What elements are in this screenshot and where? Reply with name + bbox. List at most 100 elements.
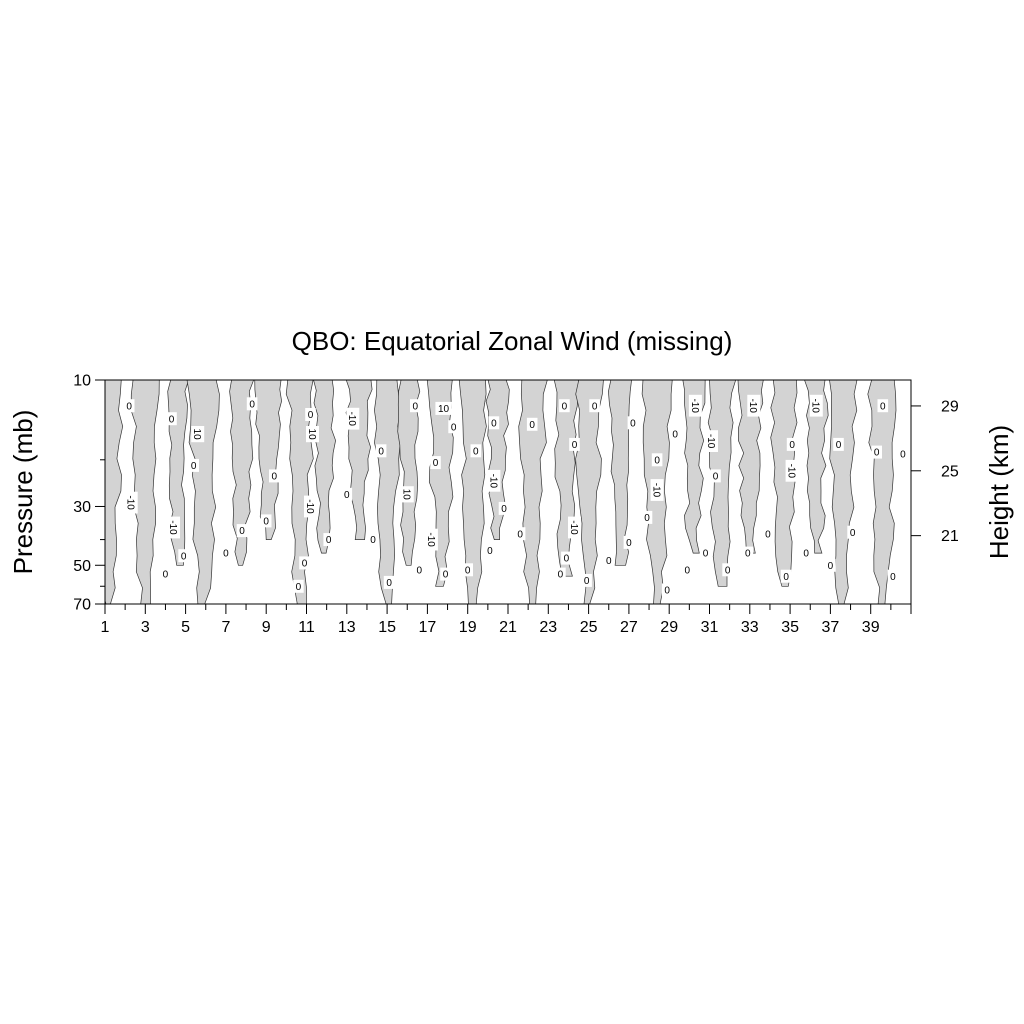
svg-text:-10: -10 <box>786 464 797 479</box>
svg-text:0: 0 <box>239 526 245 537</box>
contour-label: 0 <box>470 444 482 457</box>
x-tick-label: 19 <box>459 619 477 636</box>
x-tick-label: 23 <box>539 619 557 636</box>
contour-label: 0 <box>847 525 858 539</box>
svg-text:-10: -10 <box>167 520 178 535</box>
contour-label: 0 <box>833 437 844 451</box>
contour-label: 0 <box>160 567 171 581</box>
svg-text:0: 0 <box>378 446 384 457</box>
contour-label: 0 <box>246 397 258 410</box>
contour-label: 0 <box>569 437 580 451</box>
svg-text:0: 0 <box>900 450 906 461</box>
contour-labels: 0 -10 0 0 -10 0 10 0 0 0 0 0 0 0 0 0 10 -10 0 0 -10 0 0 0 10 0 0 -1… <box>123 394 909 597</box>
negative-wind-region <box>829 380 858 604</box>
contour-label: 0 <box>559 399 570 412</box>
negative-wind-region <box>105 380 124 604</box>
svg-text:-10: -10 <box>705 434 716 449</box>
contour-label: 0 <box>627 416 639 429</box>
svg-text:0: 0 <box>783 572 789 583</box>
svg-text:0: 0 <box>558 570 564 581</box>
x-tick-label: 25 <box>580 619 598 636</box>
svg-text:0: 0 <box>169 414 175 425</box>
y-axis-label-height: Height (km) <box>984 425 1014 559</box>
negative-wind-region <box>682 380 706 554</box>
svg-text:0: 0 <box>562 401 568 412</box>
x-tick-label: 35 <box>781 619 799 636</box>
svg-text:0: 0 <box>501 504 507 515</box>
svg-text:-10: -10 <box>689 398 700 413</box>
svg-text:10: 10 <box>191 429 202 441</box>
contour-label: 0 <box>555 567 566 581</box>
contour-label: 0 <box>440 567 451 581</box>
contour-label: 0 <box>220 546 232 560</box>
contour-label: 0 <box>188 458 199 472</box>
x-tick-label: 21 <box>499 619 517 636</box>
svg-text:0: 0 <box>465 565 471 576</box>
contour-label: 0 <box>430 456 441 469</box>
contour-label: 0 <box>260 514 272 528</box>
contour-label: 0 <box>526 417 538 431</box>
svg-text:-10: -10 <box>425 532 436 547</box>
svg-text:0: 0 <box>664 586 670 597</box>
svg-text:0: 0 <box>487 546 493 557</box>
svg-text:0: 0 <box>765 529 771 540</box>
svg-text:10: 10 <box>438 404 450 415</box>
svg-text:0: 0 <box>564 554 570 565</box>
contour-label: 0 <box>786 437 798 451</box>
y-tick-label-height: 21 <box>941 528 959 545</box>
svg-text:0: 0 <box>828 561 834 572</box>
contour-label: 0 <box>710 469 721 483</box>
svg-text:0: 0 <box>874 448 880 459</box>
svg-text:-10: -10 <box>651 483 662 498</box>
contour-label: 0 <box>448 420 459 433</box>
svg-text:0: 0 <box>302 559 308 570</box>
svg-text:-10: -10 <box>810 398 821 413</box>
svg-text:0: 0 <box>296 582 302 593</box>
svg-text:0: 0 <box>433 458 439 469</box>
svg-text:-10: -10 <box>487 474 498 489</box>
contour-label: 0 <box>236 524 248 537</box>
x-tick-label: 7 <box>221 619 230 636</box>
x-tick-label: 1 <box>101 619 110 636</box>
negative-wind-region <box>397 380 421 566</box>
x-tick-label: 11 <box>298 619 315 636</box>
contour-label: 0 <box>877 399 889 412</box>
y-axis-label-pressure: Pressure (mb) <box>8 410 38 575</box>
contour-label: 0 <box>299 556 310 570</box>
svg-text:0: 0 <box>789 440 795 451</box>
contour-label: 0 <box>561 551 572 565</box>
negative-wind-region <box>130 380 160 604</box>
contour-label: 0 <box>269 469 280 483</box>
y-axis-pressure: 10 30 50 70 <box>73 373 105 614</box>
contour-label: -10 <box>651 479 664 501</box>
svg-text:0: 0 <box>584 576 590 587</box>
svg-text:-10: -10 <box>304 499 315 514</box>
contour-label: 0 <box>414 563 425 576</box>
svg-text:0: 0 <box>181 551 187 562</box>
svg-text:0: 0 <box>308 410 314 421</box>
negative-wind-region <box>575 380 604 604</box>
x-tick-label: 39 <box>862 619 880 636</box>
y-tick-label-pressure: 50 <box>73 558 91 575</box>
contour-label: 0 <box>166 412 177 425</box>
contour-label: -10 <box>810 394 823 417</box>
x-tick-label: 29 <box>660 619 678 636</box>
svg-text:0: 0 <box>223 549 229 560</box>
contour-label: 0 <box>682 563 693 576</box>
contour-label: 0 <box>762 527 774 540</box>
svg-text:0: 0 <box>713 472 719 483</box>
x-tick-label: 33 <box>741 619 759 636</box>
contour-label: 0 <box>722 563 733 576</box>
svg-text:0: 0 <box>836 440 842 451</box>
svg-text:10: 10 <box>306 429 317 441</box>
contour-label: 0 <box>871 445 882 459</box>
svg-text:0: 0 <box>473 446 479 457</box>
svg-text:10: 10 <box>401 489 412 501</box>
y-tick-label-pressure: 70 <box>73 597 91 614</box>
negative-wind-region <box>374 380 401 604</box>
negative-wind-region <box>186 380 220 604</box>
x-axis: 1 3 5 7 9 11 13 15 17 19 21 23 25 27 29 31 33 35 37 39 <box>101 604 912 636</box>
svg-text:0: 0 <box>191 461 197 472</box>
svg-text:0: 0 <box>451 422 457 433</box>
